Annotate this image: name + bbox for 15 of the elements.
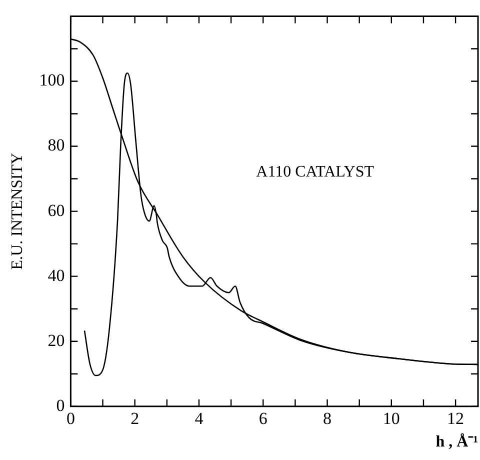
annotation: A110 CATALYST <box>256 163 374 180</box>
x-tick-label: 8 <box>323 409 332 428</box>
x-tick-label: 10 <box>382 409 400 428</box>
y-tick-label: 80 <box>48 136 65 155</box>
x-tick-label: 4 <box>194 409 204 428</box>
y-tick-label: 60 <box>48 200 65 220</box>
x-axis-title: h , Å⁻¹ <box>436 432 478 451</box>
y-tick-label: 100 <box>39 70 65 90</box>
y-tick-label: 20 <box>48 330 65 350</box>
y-tick-label: 40 <box>48 266 65 285</box>
x-tick-label: 2 <box>130 409 140 428</box>
y-tick-label: 0 <box>56 396 65 415</box>
x-tick-label: 12 <box>447 409 464 428</box>
y-axis-title: E.U. INTENSITY <box>8 152 26 270</box>
x-tick-label: 6 <box>258 409 268 428</box>
